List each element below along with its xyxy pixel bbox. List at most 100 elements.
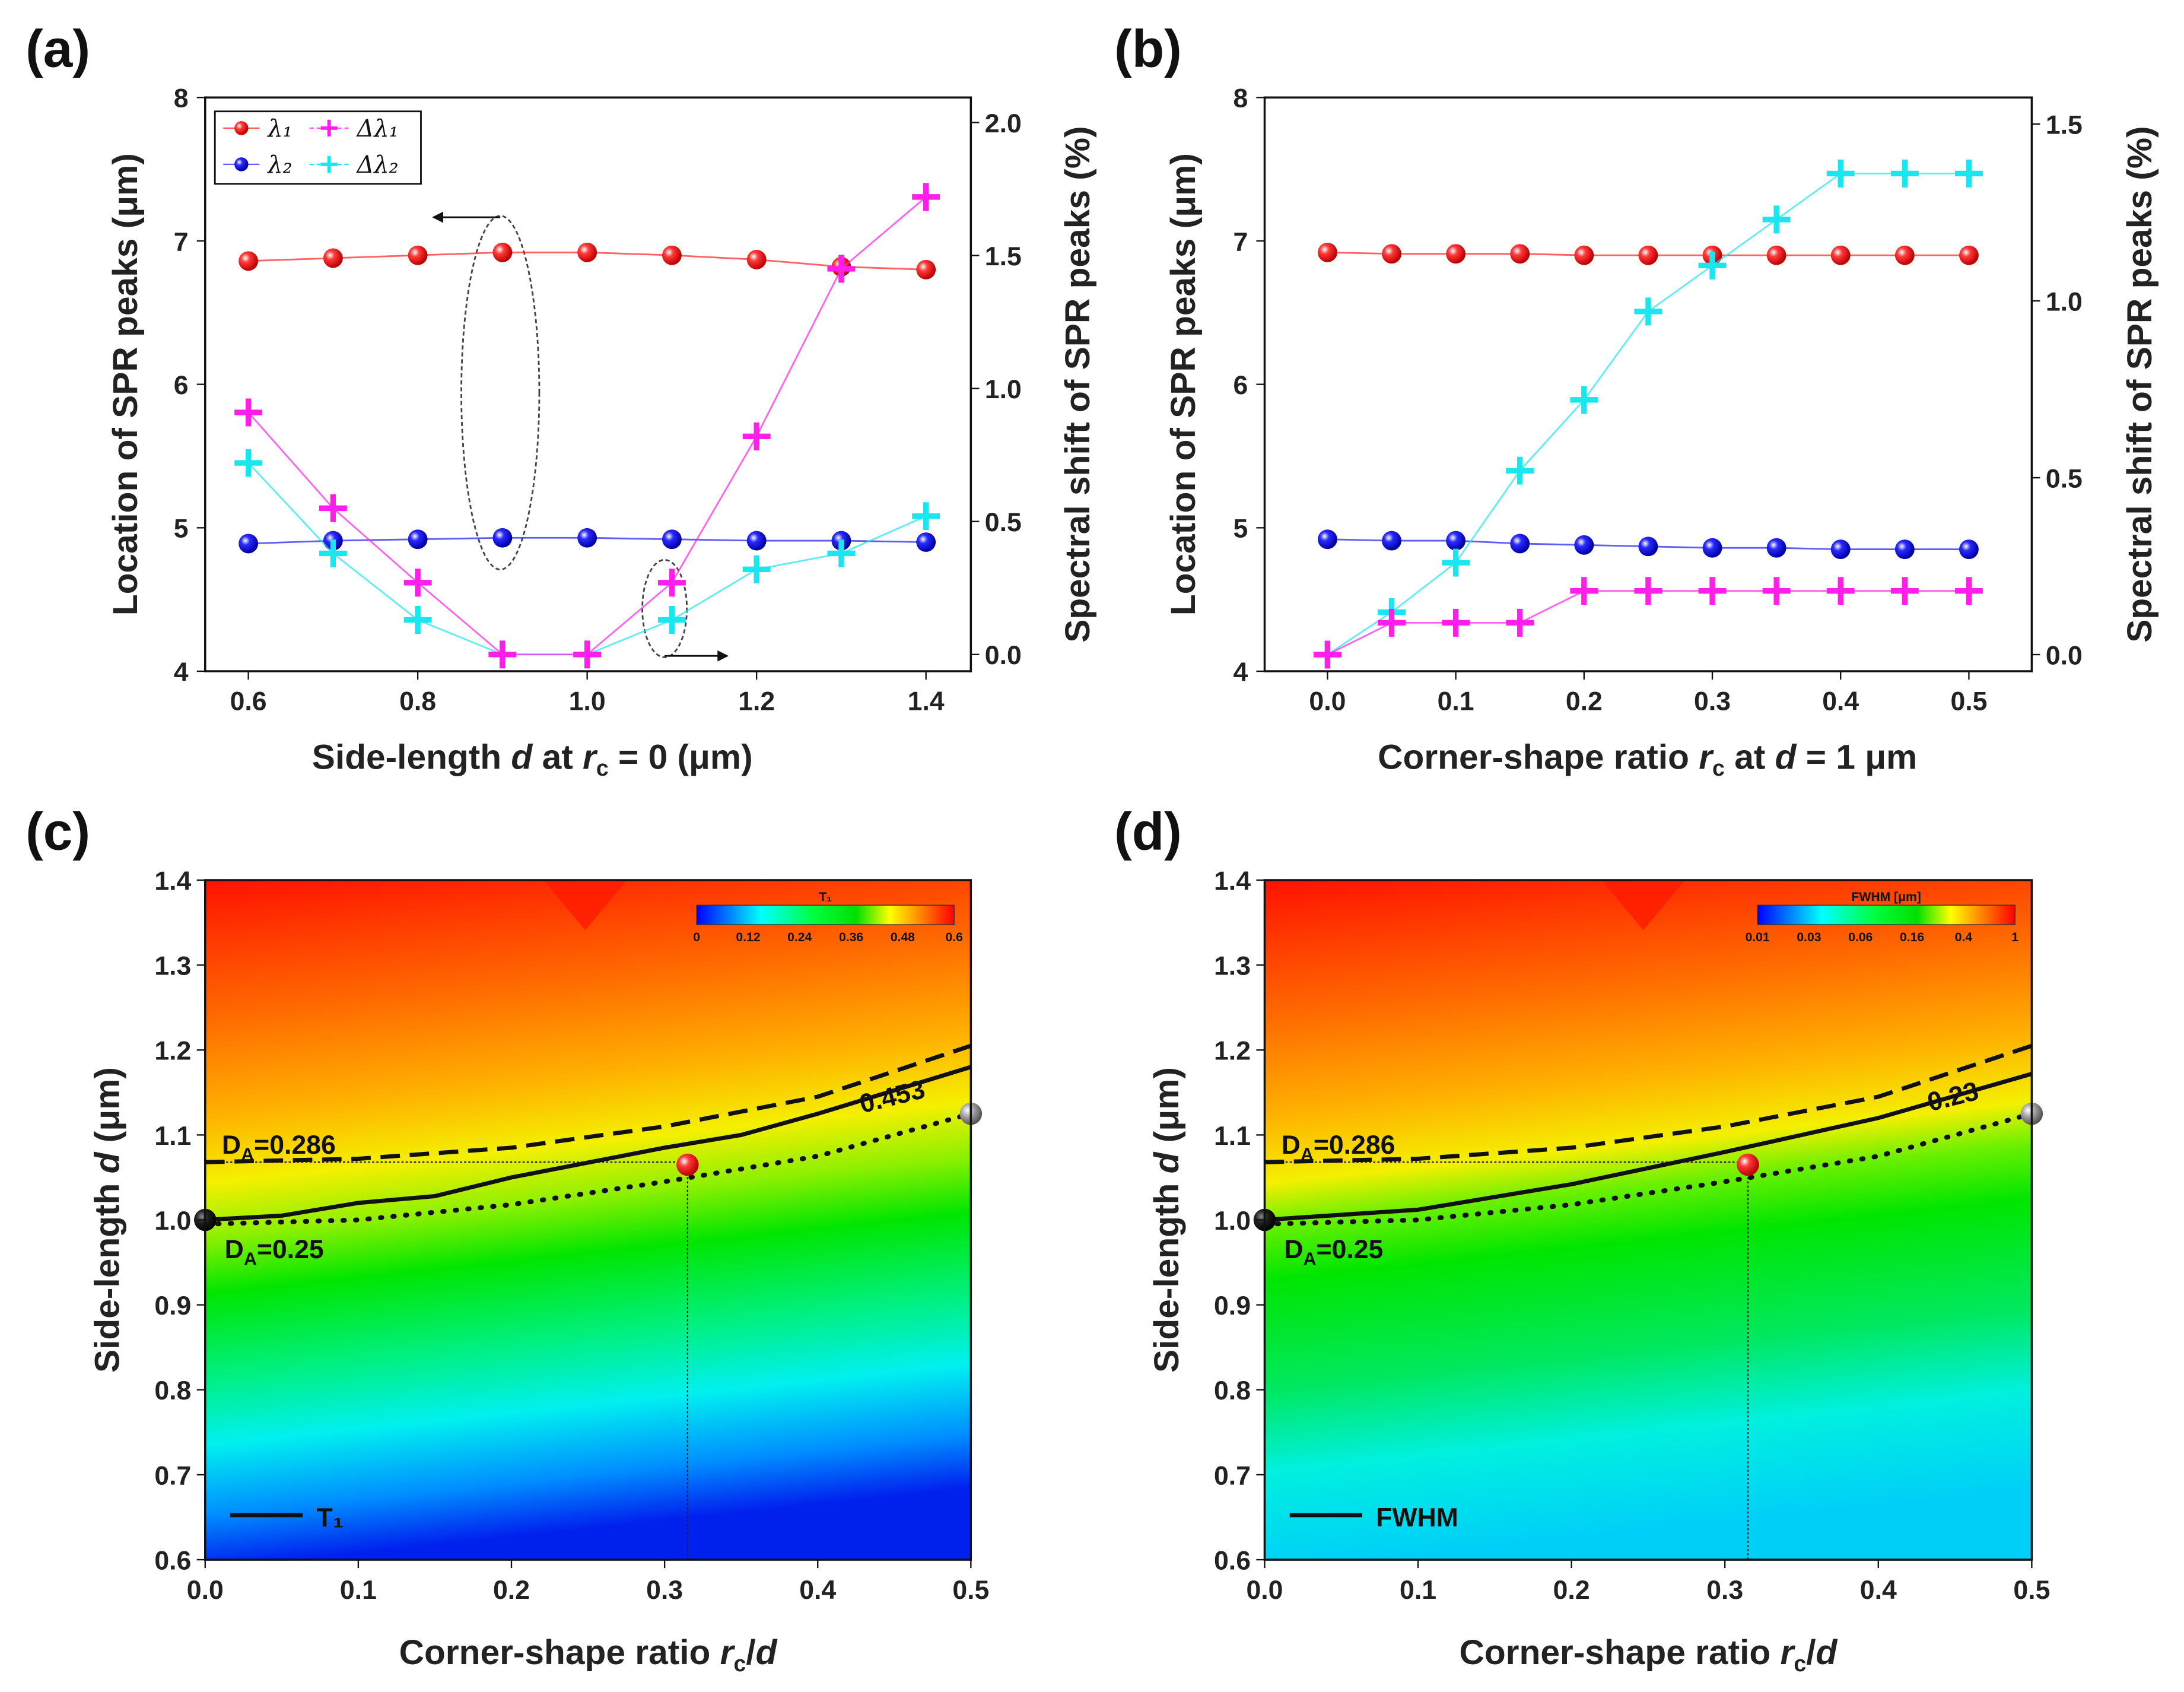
panel-label-c: (c) xyxy=(26,801,90,861)
y-tick-label: 8 xyxy=(1234,84,1248,113)
x-axis-label: Side-length d at rc = 0 (μm) xyxy=(312,738,753,780)
x-tick-label: 0.0 xyxy=(187,1576,224,1605)
y-tick-label: 0.8 xyxy=(154,1376,191,1405)
y2-tick-label: 0.0 xyxy=(985,641,1022,670)
data-point xyxy=(1378,608,1406,637)
marker-point xyxy=(676,1153,699,1176)
x-tick-label: 0.3 xyxy=(1706,1576,1743,1605)
y-tick-label: 4 xyxy=(1234,658,1248,687)
legend-label: FWHM xyxy=(1376,1503,1458,1532)
x-tick-label: 0.0 xyxy=(1309,687,1346,716)
data-point xyxy=(912,502,940,531)
y-tick-label: 1.4 xyxy=(154,866,191,896)
colorbar xyxy=(696,904,955,925)
text: (μm) xyxy=(1147,1067,1186,1152)
data-point xyxy=(1830,539,1851,560)
data-point xyxy=(916,259,936,280)
x-tick-label: 0.5 xyxy=(2013,1576,2050,1605)
data-point xyxy=(488,640,517,669)
data-point xyxy=(1894,539,1915,560)
x-tick-label: 0.4 xyxy=(1860,1576,1897,1605)
data-point xyxy=(1890,159,1919,188)
colorbar-tick-label: 0.03 xyxy=(1797,931,1821,944)
data-point xyxy=(1826,577,1855,605)
y2-tick-label: 2.0 xyxy=(985,109,1022,138)
data-point xyxy=(657,606,686,634)
data-point xyxy=(1702,538,1722,558)
text: c xyxy=(734,1651,746,1676)
data-point xyxy=(916,532,936,552)
data-point xyxy=(1959,245,1979,265)
x-axis-label: Corner-shape ratio rc/d xyxy=(1459,1633,1838,1676)
data-point xyxy=(1766,245,1786,265)
y-tick-label: 7 xyxy=(174,227,189,256)
y-tick-label: 5 xyxy=(1234,515,1248,544)
text: A xyxy=(241,1145,254,1165)
y-tick-label: 1.2 xyxy=(1214,1037,1251,1066)
data-point xyxy=(1698,251,1727,280)
data-point xyxy=(239,534,259,554)
colorbar-tick-label: 0.36 xyxy=(839,931,863,944)
contour-dashed xyxy=(1264,1043,2033,1164)
data-point xyxy=(1638,245,1658,265)
y-tick-label: 1.4 xyxy=(1214,866,1251,896)
text: Side-length xyxy=(88,1173,126,1373)
y-tick-label: 1.3 xyxy=(154,952,191,981)
y-tick-label: 0.7 xyxy=(1214,1461,1251,1490)
y2-tick-label: 1.0 xyxy=(985,375,1022,404)
y-tick-label: 5 xyxy=(174,515,189,544)
text: =0.25 xyxy=(257,1235,324,1264)
data-point xyxy=(1634,297,1662,326)
data-point xyxy=(1830,245,1851,265)
y2-tick-label: 1.0 xyxy=(2046,287,2083,316)
x-tick-label: 0.2 xyxy=(493,1576,530,1605)
x-tick-label: 0.3 xyxy=(1694,687,1731,716)
data-point xyxy=(1766,538,1786,558)
data-point xyxy=(1442,608,1470,637)
data-point xyxy=(1954,159,1983,188)
colorbar-tick-label: 1 xyxy=(2011,931,2018,944)
data-point xyxy=(408,529,428,550)
data-point xyxy=(1446,244,1466,264)
x-axis-label: Corner-shape ratio rc at d = 1 μm xyxy=(1378,738,1917,780)
y-axis-label: Side-length d (μm) xyxy=(88,1067,126,1373)
text: c xyxy=(1794,1651,1806,1676)
x-tick-label: 0.2 xyxy=(1566,687,1603,716)
contour-dotted xyxy=(202,1111,974,1227)
text: =0.286 xyxy=(1314,1131,1395,1160)
text: r xyxy=(1781,1633,1796,1672)
y-tick-label: 8 xyxy=(174,84,189,113)
y2-axis-label: Spectral shift of SPR peaks (%) xyxy=(2121,126,2159,642)
y-tick-label: 1.0 xyxy=(154,1207,191,1236)
contour-solid xyxy=(205,1065,972,1223)
panel-label-d: (d) xyxy=(1114,801,1182,861)
contour-dotted xyxy=(1262,1111,2034,1227)
legend-plus-icon xyxy=(320,119,338,136)
x-tick-label: 1.4 xyxy=(908,687,945,716)
x-tick-label: 0.4 xyxy=(1822,687,1859,716)
y-tick-label: 1.1 xyxy=(1214,1122,1251,1151)
colorbar xyxy=(1757,904,2015,925)
data-point xyxy=(492,528,513,548)
data-point xyxy=(1317,242,1337,262)
colorbar-tick-label: 0.6 xyxy=(946,931,963,944)
data-point xyxy=(408,245,428,265)
data-point xyxy=(662,529,682,550)
colorbar-tick-label: 0.24 xyxy=(787,931,812,944)
guide-line xyxy=(205,1161,689,1560)
text: D xyxy=(225,1235,244,1264)
data-point xyxy=(1638,537,1658,557)
data-point xyxy=(234,398,263,427)
data-point xyxy=(239,251,259,271)
x-tick-label: 0.2 xyxy=(1553,1576,1590,1605)
text: (μm) xyxy=(88,1067,126,1152)
y2-tick-label: 1.5 xyxy=(2046,110,2083,139)
panel-b: Corner-shape ratio rc at d = 1 μm Locati… xyxy=(1164,84,2159,780)
annotation-ellipses xyxy=(432,211,729,662)
data-point xyxy=(577,528,597,548)
y2-axis-label: Spectral shift of SPR peaks (%) xyxy=(1058,126,1097,642)
series-line xyxy=(247,462,927,656)
text: =0.286 xyxy=(254,1131,336,1160)
y-tick-label: 6 xyxy=(1234,371,1248,400)
panel-a: Side-length d at rc = 0 (μm) Location of… xyxy=(106,84,1097,780)
